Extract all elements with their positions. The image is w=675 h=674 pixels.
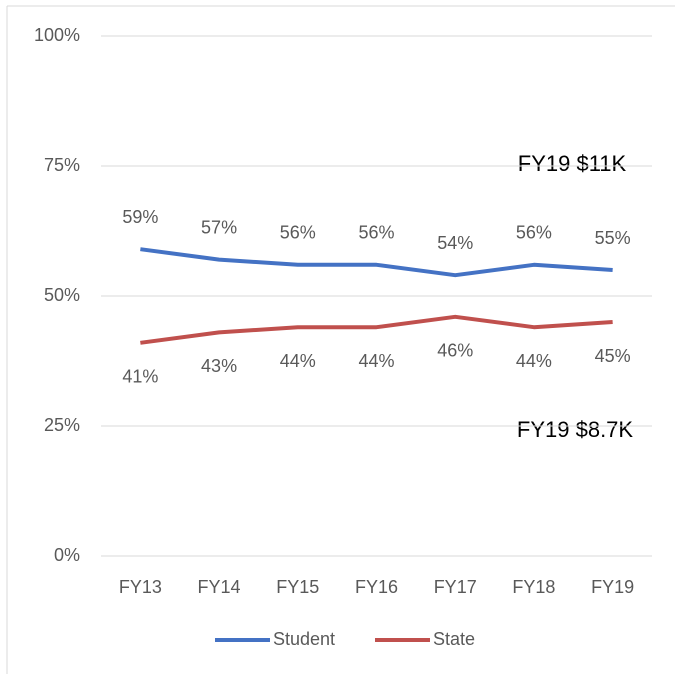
x-tick-label: FY18 (512, 577, 555, 597)
y-tick-label: 50% (44, 285, 80, 305)
y-tick-label: 75% (44, 155, 80, 175)
data-label: 56% (280, 223, 316, 243)
data-label: 56% (516, 223, 552, 243)
y-tick-label: 0% (54, 545, 80, 565)
series-line (140, 247, 613, 278)
series-line (140, 314, 613, 345)
data-label: 56% (358, 223, 394, 243)
x-tick-label: FY13 (119, 577, 162, 597)
annotation: FY19 $8.7K (517, 417, 634, 442)
data-label: 41% (122, 367, 158, 387)
data-label: 44% (516, 351, 552, 371)
data-label: 43% (201, 356, 237, 376)
annotation: FY19 $11K (518, 151, 627, 176)
data-label: 44% (280, 351, 316, 371)
data-label: 55% (595, 228, 631, 248)
data-label: 46% (437, 341, 473, 361)
legend-label: Student (273, 629, 335, 649)
x-tick-label: FY17 (434, 577, 477, 597)
data-label: 59% (122, 207, 158, 227)
data-label: 57% (201, 217, 237, 237)
x-tick-label: FY16 (355, 577, 398, 597)
data-label: 44% (358, 351, 394, 371)
x-tick-label: FY15 (276, 577, 319, 597)
y-tick-label: 100% (34, 25, 80, 45)
y-tick-label: 25% (44, 415, 80, 435)
x-tick-label: FY14 (198, 577, 241, 597)
x-tick-label: FY19 (591, 577, 634, 597)
data-label: 45% (595, 346, 631, 366)
legend-label: State (433, 629, 475, 649)
data-label: 54% (437, 233, 473, 253)
